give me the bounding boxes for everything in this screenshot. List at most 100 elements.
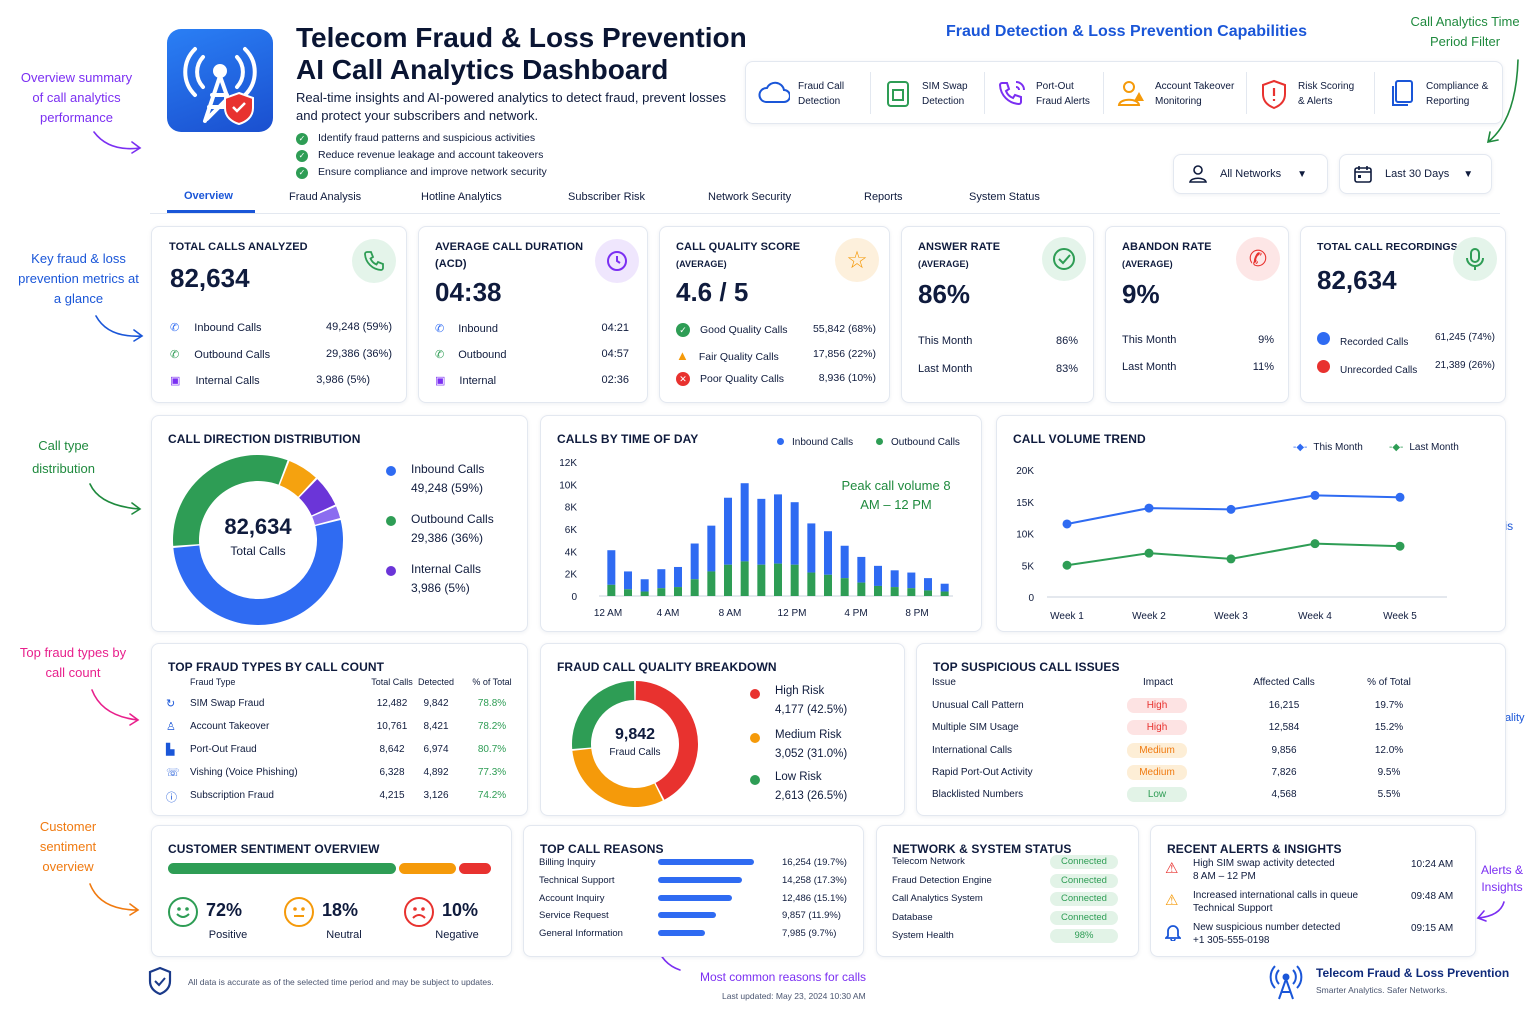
impact-badge: High xyxy=(1127,720,1187,736)
legend-value: 29,386 (36%) xyxy=(411,531,484,545)
fraud-center-label: Fraud Calls xyxy=(609,747,661,758)
annotation-overview: Overview summary of call analytics perfo… xyxy=(20,70,133,125)
reason-bar xyxy=(658,894,732,901)
fraud-center-value: 9,842 xyxy=(614,726,656,743)
x-tick-label: 12 PM xyxy=(778,608,807,619)
call-volume-chart: 0 5K 10K 15K 20K Week 1 Week 2 Week 3 Week 4 Week… xyxy=(1016,466,1447,622)
legend-dot xyxy=(386,516,396,526)
bar-outbound xyxy=(907,588,916,596)
table-cell: 8,642 xyxy=(379,744,405,755)
tab-subscriber-risk[interactable]: Subscriber Risk xyxy=(568,191,646,203)
recorded-icon xyxy=(1317,332,1330,345)
series-point xyxy=(1144,548,1154,558)
bar-outbound xyxy=(657,588,666,596)
table-cell: 6,974 xyxy=(423,744,449,755)
capability-divider xyxy=(1374,72,1375,114)
legend-label: High Risk xyxy=(775,685,825,697)
donut-center-value: 82,634 xyxy=(224,514,292,539)
bar-inbound xyxy=(624,571,632,590)
legend-dot xyxy=(750,689,760,699)
bar-inbound xyxy=(757,498,766,565)
capability-user-warning[interactable]: Account Takeover Monitoring xyxy=(1115,70,1234,118)
table-header: % of Total xyxy=(472,677,512,687)
kpi-abandon-rate: ABANDON RATE (AVERAGE) 9% ✆ This Month 9% … xyxy=(1105,226,1289,403)
series-point xyxy=(1395,541,1405,551)
tab-network-security[interactable]: Network Security xyxy=(708,191,792,203)
capability-shield-alert[interactable]: Risk Scoring & Alerts xyxy=(1258,70,1354,118)
legend-label: Inbound Calls xyxy=(411,462,485,476)
network-item-label: Telecom Network xyxy=(892,856,965,867)
legend-label: Medium Risk xyxy=(775,729,842,741)
reason-value: 7,985 (9.7%) xyxy=(782,928,837,940)
table-cell: Vishing (Voice Phishing) xyxy=(190,767,298,778)
alert-time: 10:24 AM xyxy=(1411,859,1454,870)
capabilities-title: Fraud Detection & Loss Prevention Capabi… xyxy=(946,23,1307,40)
capability-documents[interactable]: Compliance & Reporting xyxy=(1386,70,1488,118)
alert-time: 09:15 AM xyxy=(1411,923,1454,934)
peak-annotation: Peak call volume 8 AM – 12 PM xyxy=(841,478,951,512)
tab-overview[interactable]: Overview xyxy=(184,190,233,202)
capability-phone-alert[interactable]: Port-Out Fraud Alerts xyxy=(996,70,1090,118)
feature-bullets: ✓ Identify fraud patterns and suspicious … xyxy=(296,130,547,181)
poor-x-icon: ✕ xyxy=(676,372,690,386)
capability-divider xyxy=(984,72,985,114)
sentiment-label: Positive xyxy=(208,929,248,941)
alert-detail: 8 AM – 12 PM xyxy=(1193,871,1256,882)
legend-value: 2,613 (26.5%) xyxy=(775,790,848,802)
cloud-icon xyxy=(758,81,790,103)
x-tick-label: 8 AM xyxy=(719,608,742,619)
tab-system-status[interactable]: System Status xyxy=(969,191,1040,203)
series-point xyxy=(1144,503,1154,513)
reason-bar xyxy=(658,912,716,919)
tab-fraud-analysis[interactable]: Fraud Analysis xyxy=(289,191,362,203)
bullet-item: ✓ Identify fraud patterns and suspicious … xyxy=(296,130,547,147)
impact-badge: High xyxy=(1127,698,1187,713)
internal-call-icon: ▣ xyxy=(170,375,181,387)
reason-bar xyxy=(658,876,743,883)
table-cell: 78.2% xyxy=(477,721,507,732)
legend-inbound: Inbound Calls xyxy=(777,437,853,448)
sim-card-icon xyxy=(887,81,909,107)
donut-slice xyxy=(299,479,336,516)
legend-dot xyxy=(750,775,760,785)
bar-inbound xyxy=(940,583,949,592)
sentiment-segment xyxy=(168,863,397,874)
outbound-call-icon: ✆ xyxy=(170,349,180,361)
series-point xyxy=(1310,490,1320,500)
bar-outbound xyxy=(940,591,949,596)
table-cell: 12,584 xyxy=(1268,722,1300,734)
status-badge: 98% xyxy=(1050,929,1118,943)
sentiment-label: Neutral xyxy=(326,929,362,941)
x-tick-label: Week 3 xyxy=(1214,611,1248,622)
reason-value: 14,258 (17.3%) xyxy=(782,874,847,886)
table-cell: Account Takeover xyxy=(190,721,270,732)
recent-alerts-card: RECENT ALERTS & INSIGHTS ⚠ High SIM swap … xyxy=(1150,825,1476,957)
footer-note: All data is accurate as of the selected … xyxy=(188,977,494,987)
capability-sim-card[interactable]: SIM Swap Detection xyxy=(882,70,968,118)
chevron-down-icon: ▼ xyxy=(1463,168,1474,180)
inbound-call-icon: ✆ xyxy=(435,323,445,335)
bar-inbound xyxy=(774,494,782,564)
y-tick-label: 0 xyxy=(571,592,577,603)
tab-hotline-analytics[interactable]: Hotline Analytics xyxy=(421,191,502,203)
reason-label: Service Request xyxy=(539,910,609,922)
tab-bar-line xyxy=(150,213,1500,214)
kpi-average-call-duration: AVERAGE CALL DURATION (ACD) 04:38 ✆ Inboun… xyxy=(418,226,648,403)
tab-active-indicator xyxy=(167,210,255,213)
series-point xyxy=(1226,554,1236,564)
kpi-answer-rate: ANSWER RATE (AVERAGE) 86% This Month 86% L… xyxy=(901,226,1094,403)
series-point xyxy=(1310,539,1320,549)
network-filter-select[interactable]: All Networks ▼ xyxy=(1173,154,1328,194)
alert-title: New suspicious number detected xyxy=(1193,922,1341,933)
kpi-total-call-recordings: TOTAL CALL RECORDINGS 82,634 Recorded Ca… xyxy=(1300,226,1506,403)
sentiment-segment xyxy=(399,863,457,874)
bar-outbound xyxy=(840,578,849,596)
capability-cloud[interactable]: Fraud Call Detection xyxy=(758,70,844,118)
network-item-label: System Health xyxy=(892,930,954,941)
x-tick-label: Week 1 xyxy=(1050,611,1084,622)
period-filter-select[interactable]: Last 30 Days ▼ xyxy=(1339,154,1492,194)
bar-inbound xyxy=(874,565,882,586)
tab-reports[interactable]: Reports xyxy=(864,191,903,203)
bar-outbound xyxy=(890,587,899,596)
annotation-calltype: Call type distribution xyxy=(32,438,95,476)
